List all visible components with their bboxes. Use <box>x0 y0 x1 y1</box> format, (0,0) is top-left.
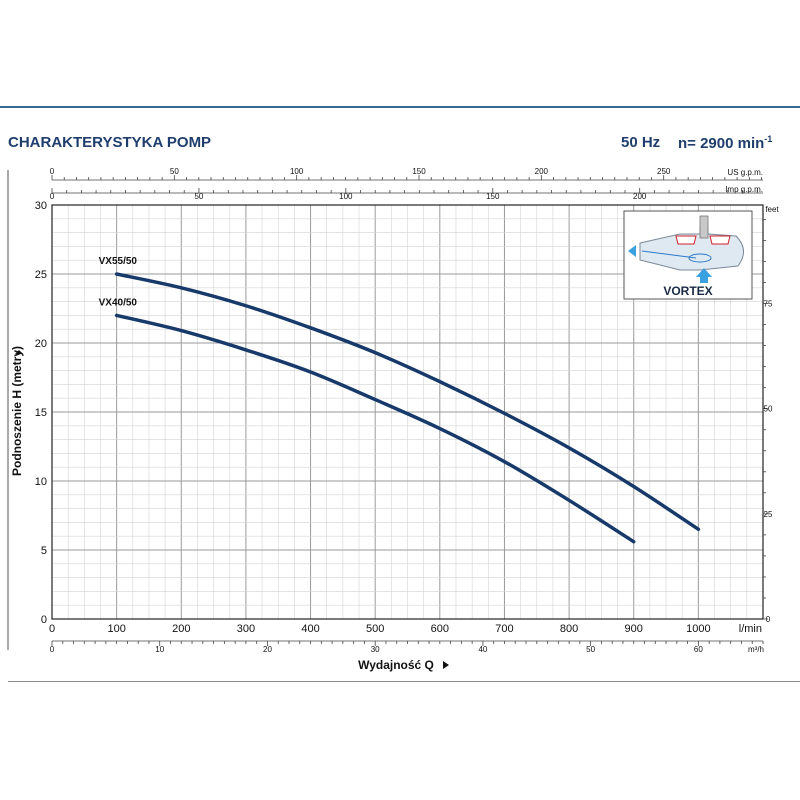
m3h-unit-label: m³/h <box>748 645 764 654</box>
y-tick-label: 10 <box>35 476 47 488</box>
y-tick-label: 0 <box>41 614 47 626</box>
x-tick-label: 300 <box>237 623 255 635</box>
speed-label: n= 2900 min-1 <box>678 134 772 152</box>
us-gpm-tick-label: 200 <box>535 167 549 176</box>
page-title: CHARAKTERYSTYKA POMP <box>8 134 212 151</box>
outlet-arrow-icon <box>628 245 636 257</box>
us-gpm-tick-label: 100 <box>290 167 304 176</box>
series-line-vx55-50 <box>114 272 701 532</box>
vortex-inset: VORTEX <box>623 210 753 300</box>
feet-tick-label: 50 <box>764 405 773 414</box>
m3h-tick-label: 30 <box>371 645 380 654</box>
x-axis-arrow-icon <box>443 661 449 669</box>
x-tick-label: 0 <box>49 623 55 635</box>
y-tick-label: 15 <box>35 407 47 419</box>
imp-gpm-tick-label: 150 <box>486 192 500 201</box>
us-gpm-unit-label: US g.p.m. <box>727 168 763 177</box>
series-label-vx40-50: VX40/50 <box>99 297 138 308</box>
footer-rule <box>8 681 800 682</box>
x-tick-label: 1000 <box>686 623 710 635</box>
x-tick-label: 100 <box>107 623 125 635</box>
plot-frame <box>51 204 764 620</box>
feet-tick-label: 25 <box>764 510 773 519</box>
chart-curves: VX55/50 VX40/50 <box>99 256 701 544</box>
m3h-tick-label: 20 <box>263 645 272 654</box>
imp-gpm-unit-label: Imp g.p.m. <box>725 185 763 194</box>
shaft-icon <box>699 215 709 239</box>
m3h-tick-label: 10 <box>155 645 164 654</box>
feet-unit-label: feet <box>765 205 779 214</box>
series-label-vx55-50: VX55/50 <box>99 256 138 267</box>
chart-ticks: 0 50 100 150 200 250 US g.p.m.0 50 100 150 200Imp … <box>35 167 780 654</box>
flow-line-icon <box>641 250 697 259</box>
y-axis-label: Podnoszenie H (metry) <box>10 346 24 476</box>
y-tick-label: 25 <box>35 269 47 281</box>
feet-tick-label: 0 <box>766 615 771 624</box>
x-tick-label: 800 <box>560 623 578 635</box>
x-tick-label: 600 <box>431 623 449 635</box>
y-tick-label: 20 <box>35 338 47 350</box>
y-tick-label: 5 <box>41 545 47 557</box>
x-tick-label: 500 <box>366 623 384 635</box>
speed-exponent: -1 <box>764 134 773 144</box>
m3h-tick-label: 50 <box>586 645 595 654</box>
us-gpm-tick-label: 150 <box>412 167 426 176</box>
x-tick-label: 400 <box>301 623 319 635</box>
impeller-right-icon <box>709 235 731 245</box>
vortex-swirl-icon <box>688 253 712 263</box>
y-axis-arrow-icon <box>15 350 23 354</box>
x-tick-label: 700 <box>495 623 513 635</box>
x-tick-label: 200 <box>172 623 190 635</box>
y-tick-label: 30 <box>35 200 47 212</box>
imp-gpm-tick-label: 100 <box>339 192 353 201</box>
feet-tick-label: 75 <box>764 300 773 309</box>
header-rule <box>0 106 800 108</box>
impeller-left-icon <box>675 235 697 245</box>
us-gpm-tick-label: 50 <box>170 167 179 176</box>
us-gpm-tick-label: 250 <box>657 167 671 176</box>
x-unit-label: l/min <box>739 623 762 635</box>
x-axis-label: Wydajność Q <box>358 658 434 672</box>
frequency-label: 50 Hz <box>621 134 661 151</box>
us-gpm-tick-label: 0 <box>50 167 55 176</box>
series-line-vx40-50 <box>114 313 636 544</box>
speed-value: n= 2900 min <box>678 135 765 152</box>
imp-gpm-tick-label: 0 <box>50 192 55 201</box>
inlet-arrow-icon <box>696 268 712 283</box>
m3h-tick-label: 40 <box>478 645 487 654</box>
m3h-tick-label: 0 <box>50 645 55 654</box>
m3h-tick-label: 60 <box>694 645 703 654</box>
imp-gpm-tick-label: 50 <box>194 192 203 201</box>
inset-label: VORTEX <box>663 284 712 298</box>
imp-gpm-tick-label: 200 <box>633 192 647 201</box>
x-tick-label: 900 <box>625 623 643 635</box>
